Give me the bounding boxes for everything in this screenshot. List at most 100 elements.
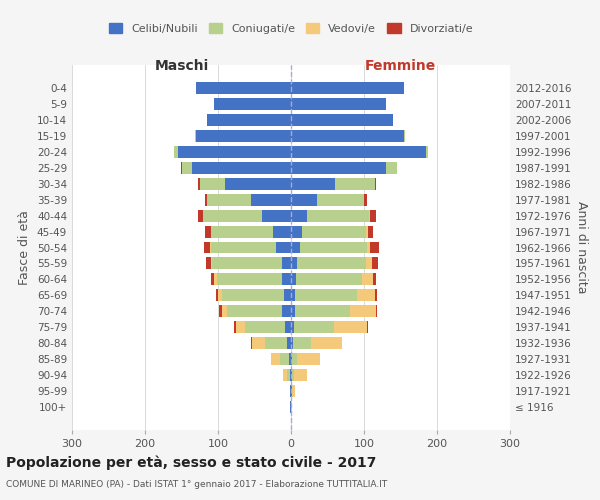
Bar	[426, 146, 428, 158]
Bar	[372, 258, 378, 270]
Bar	[291, 306, 295, 318]
Bar	[296, 274, 362, 285]
Bar	[294, 322, 334, 334]
Bar	[220, 306, 221, 318]
Bar	[291, 402, 292, 413]
Text: Femmine: Femmine	[365, 59, 436, 73]
Bar	[283, 370, 287, 382]
Bar	[311, 338, 342, 349]
Bar	[221, 290, 284, 302]
Bar	[182, 162, 193, 173]
Bar	[211, 226, 273, 237]
Bar	[181, 162, 182, 173]
Bar	[366, 226, 368, 237]
Bar	[285, 322, 291, 334]
Bar	[334, 322, 367, 334]
Bar	[205, 194, 207, 205]
Bar	[294, 370, 307, 382]
Bar	[292, 386, 295, 398]
Bar	[289, 354, 291, 366]
Bar	[291, 274, 296, 285]
Bar	[291, 354, 292, 366]
Bar	[218, 290, 221, 302]
Bar	[211, 274, 214, 285]
Bar	[291, 226, 302, 237]
Bar	[221, 306, 227, 318]
Bar	[291, 82, 404, 94]
Bar	[364, 194, 367, 205]
Bar	[290, 386, 291, 398]
Bar	[291, 386, 292, 398]
Bar	[370, 242, 379, 254]
Bar	[291, 130, 404, 141]
Bar	[291, 370, 292, 382]
Bar	[198, 178, 200, 190]
Bar	[373, 274, 376, 285]
Bar	[291, 242, 300, 254]
Bar	[284, 290, 291, 302]
Bar	[217, 274, 282, 285]
Bar	[292, 354, 297, 366]
Bar	[205, 226, 211, 237]
Legend: Celibi/Nubili, Coniugati/e, Vedovi/e, Divorziati/e: Celibi/Nubili, Coniugati/e, Vedovi/e, Di…	[109, 23, 473, 34]
Bar	[227, 306, 282, 318]
Bar	[251, 338, 253, 349]
Bar	[281, 258, 291, 270]
Bar	[207, 114, 291, 126]
Bar	[291, 178, 335, 190]
Bar	[370, 210, 376, 222]
Bar	[200, 178, 226, 190]
Bar	[214, 274, 217, 285]
Bar	[287, 338, 291, 349]
Bar	[367, 322, 368, 334]
Bar	[253, 338, 265, 349]
Bar	[197, 210, 203, 222]
Bar	[295, 290, 356, 302]
Text: Popolazione per età, sesso e stato civile - 2017: Popolazione per età, sesso e stato civil…	[6, 455, 376, 469]
Bar	[291, 258, 297, 270]
Bar	[291, 146, 426, 158]
Bar	[404, 130, 405, 141]
Bar	[317, 194, 364, 205]
Bar	[291, 162, 386, 173]
Bar	[291, 322, 294, 334]
Bar	[206, 258, 211, 270]
Y-axis label: Anni di nascita: Anni di nascita	[575, 201, 588, 294]
Bar	[291, 210, 307, 222]
Bar	[211, 258, 212, 270]
Bar	[212, 258, 281, 270]
Bar	[174, 146, 178, 158]
Bar	[375, 290, 377, 302]
Bar	[356, 290, 375, 302]
Bar	[287, 370, 290, 382]
Bar	[291, 194, 317, 205]
Bar	[290, 370, 291, 382]
Bar	[290, 402, 291, 413]
Bar	[295, 306, 350, 318]
Bar	[291, 338, 293, 349]
Bar	[193, 162, 291, 173]
Bar	[368, 226, 373, 237]
Bar	[362, 274, 373, 285]
Bar	[211, 242, 277, 254]
Bar	[366, 258, 372, 270]
Bar	[367, 242, 370, 254]
Bar	[236, 322, 245, 334]
Bar	[376, 306, 377, 318]
Y-axis label: Fasce di età: Fasce di età	[19, 210, 31, 285]
Text: Maschi: Maschi	[154, 59, 209, 73]
Bar	[291, 290, 295, 302]
Bar	[273, 226, 291, 237]
Bar	[207, 194, 251, 205]
Bar	[277, 242, 291, 254]
Bar	[375, 178, 376, 190]
Bar	[302, 226, 366, 237]
Bar	[293, 338, 311, 349]
Bar	[194, 130, 196, 141]
Bar	[245, 322, 285, 334]
Bar	[204, 242, 210, 254]
Bar	[350, 306, 376, 318]
Bar	[300, 242, 367, 254]
Bar	[282, 274, 291, 285]
Bar	[196, 82, 291, 94]
